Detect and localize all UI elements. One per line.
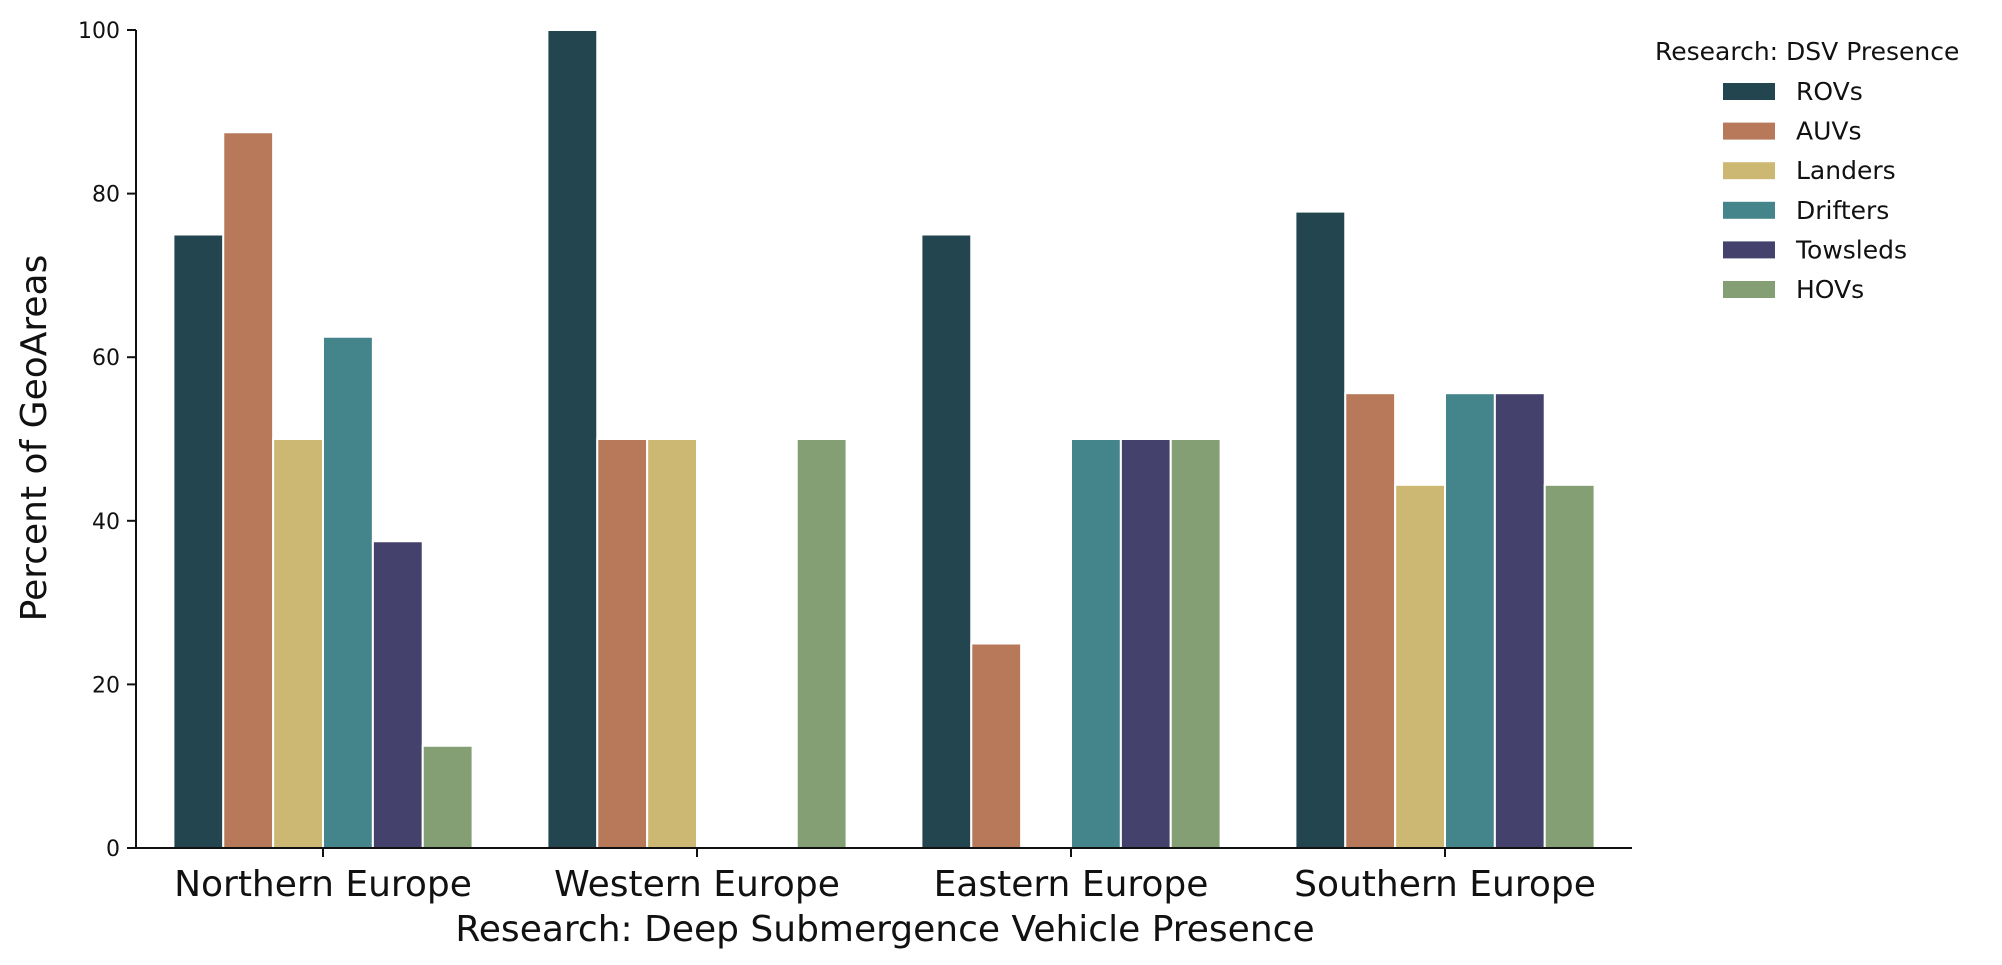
legend-swatch-landers [1723, 162, 1775, 180]
y-tick-label: 100 [78, 19, 120, 44]
bar-hovs-2 [795, 438, 848, 849]
bar-landers-2 [646, 438, 699, 849]
bar-auvs-2 [596, 438, 649, 849]
bar-drifters-1 [322, 335, 374, 849]
bar-drifters-4 [1444, 392, 1496, 849]
x-tick-label: Eastern Europe [934, 864, 1209, 905]
y-axis: 0 20 40 60 80 100 [78, 19, 137, 862]
bar-drifters-3 [1070, 438, 1122, 849]
bar-auvs-1 [222, 131, 275, 849]
y-tick-label: 40 [92, 510, 120, 535]
x-axis-title: Research: Deep Submergence Vehicle Prese… [455, 909, 1314, 950]
bar-hovs-3 [1169, 438, 1222, 849]
bar-hovs-4 [1543, 483, 1596, 849]
legend-swatch-rovs [1723, 83, 1775, 100]
bar-towsleds-3 [1119, 438, 1172, 849]
legend-label-drifters: Drifters [1796, 196, 1889, 225]
legend-swatch-hovs [1723, 281, 1775, 298]
bar-landers-1 [272, 438, 324, 849]
bar-hovs-1 [421, 744, 474, 849]
y-tick-label: 0 [106, 837, 120, 862]
bar-rovs-1 [172, 233, 225, 849]
bar-rovs-2 [546, 29, 599, 849]
x-axis: Northern Europe Western Europe Eastern Eur… [136, 847, 1632, 905]
legend-label-towsleds: Towsleds [1795, 235, 1907, 264]
legend-swatch-auvs [1723, 122, 1775, 140]
bars-group [172, 29, 1596, 849]
legend-label-auvs: AUVs [1796, 117, 1862, 146]
y-tick-label: 60 [92, 346, 120, 371]
x-tick-label: Western Europe [554, 864, 840, 905]
legend-swatch-towsleds [1723, 241, 1775, 259]
legend-label-rovs: ROVs [1796, 77, 1863, 106]
bar-auvs-3 [970, 642, 1023, 849]
bar-towsleds-1 [371, 540, 424, 849]
bar-rovs-3 [920, 233, 973, 849]
legend-title: Research: DSV Presence [1655, 37, 1959, 66]
bar-landers-4 [1394, 483, 1446, 849]
y-tick-label: 20 [92, 673, 120, 698]
legend-label-hovs: HOVs [1796, 275, 1864, 304]
legend-swatch-drifters [1723, 201, 1775, 219]
y-axis-title: Percent of GeoAreas [14, 255, 55, 622]
bar-towsleds-4 [1493, 392, 1546, 849]
x-tick-label: Southern Europe [1294, 864, 1596, 905]
legend: Research: DSV Presence ROVs AUVs Landers Dr… [1655, 37, 1959, 304]
x-tick-label: Northern Europe [174, 864, 472, 905]
y-tick-label: 80 [92, 183, 120, 208]
legend-label-landers: Landers [1796, 156, 1896, 185]
bar-rovs-4 [1294, 210, 1347, 849]
bar-auvs-4 [1344, 392, 1397, 849]
